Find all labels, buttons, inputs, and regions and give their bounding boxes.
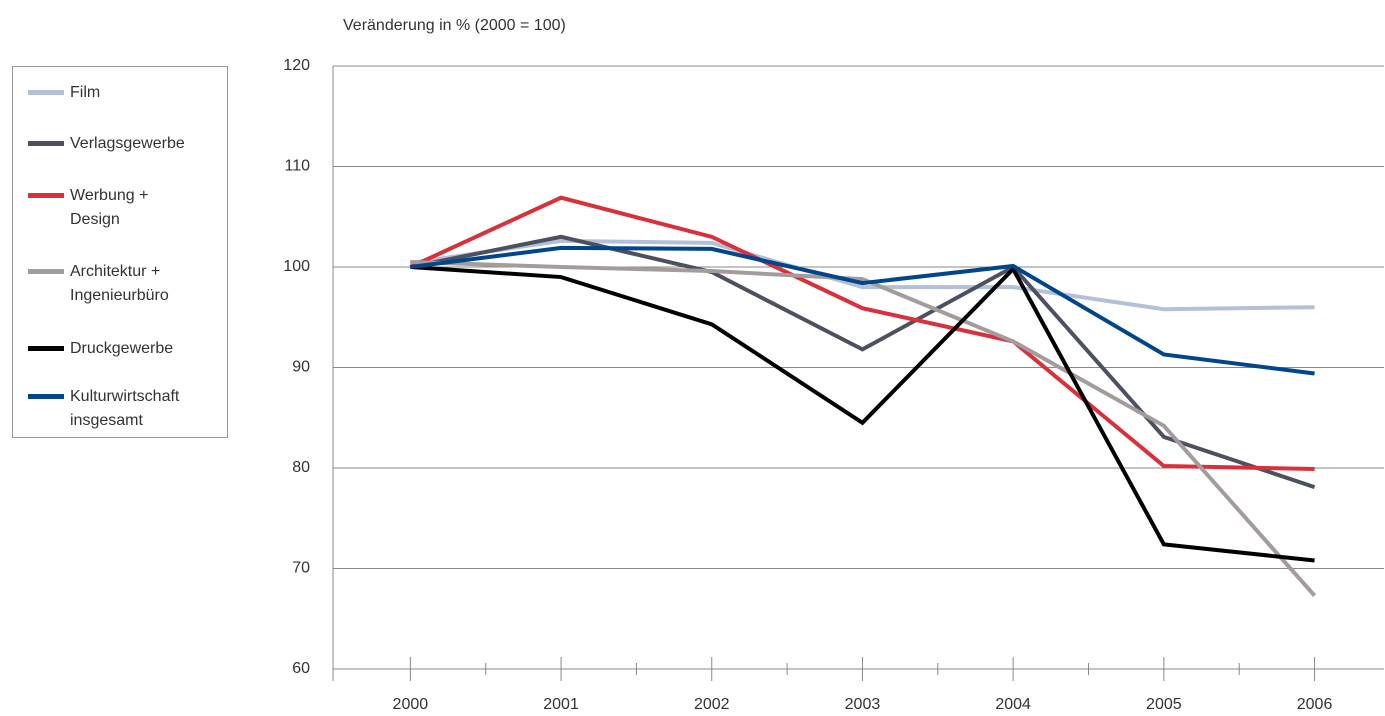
- legend-label: Druckgewerbe: [70, 340, 174, 357]
- legend-item: Druckgewerbe: [28, 337, 195, 361]
- y-tick-label: 60: [292, 660, 310, 677]
- x-tick-label: 2004: [995, 696, 1031, 713]
- legend-label: Kulturwirtschaft insgesamt: [70, 388, 180, 429]
- x-tick-label: 2006: [1297, 696, 1333, 713]
- legend-swatch: [28, 193, 64, 198]
- y-tick-label: 70: [292, 560, 310, 577]
- series-line: [410, 259, 1317, 597]
- legend-swatch: [28, 394, 64, 399]
- legend-item: Werbung + Design: [28, 184, 195, 232]
- y-tick-label: 90: [292, 359, 310, 376]
- series-line: [410, 245, 1315, 376]
- legend-swatch: [28, 90, 64, 95]
- legend-item: Architektur + Ingenieurbüro: [28, 260, 195, 308]
- legend-swatch: [28, 346, 64, 351]
- series-line: [409, 234, 1316, 489]
- y-tick-label: 110: [284, 158, 310, 175]
- legend-label: Verlagsgewerbe: [70, 135, 185, 152]
- x-tick-label: 2005: [1146, 696, 1182, 713]
- series-line: [409, 195, 1315, 472]
- chart-title: Veränderung in % (2000 = 100): [343, 17, 566, 34]
- legend-swatch: [28, 141, 64, 146]
- legend-item: Verlagsgewerbe: [28, 132, 195, 156]
- y-tick-label: 120: [283, 57, 310, 74]
- series-line: [410, 265, 1315, 563]
- legend-item: Film: [28, 81, 195, 105]
- y-tick-label: 80: [292, 459, 310, 476]
- x-tick-label: 2001: [543, 696, 579, 713]
- legend-label: Werbung + Design: [70, 187, 149, 228]
- legend-label: Film: [70, 84, 101, 101]
- y-tick-label: 100: [283, 258, 310, 275]
- x-tick-label: 2000: [393, 696, 429, 713]
- series-line: [410, 238, 1315, 312]
- legend-swatch: [28, 269, 64, 274]
- x-tick-label: 2003: [845, 696, 881, 713]
- legend-item: Kulturwirtschaft insgesamt: [28, 385, 195, 433]
- legend: Film Verlagsgewerbe Werbung + Design Archit…: [12, 66, 228, 438]
- x-tick-label: 2002: [694, 696, 730, 713]
- legend-label: Architektur + Ingenieurbüro: [70, 263, 169, 304]
